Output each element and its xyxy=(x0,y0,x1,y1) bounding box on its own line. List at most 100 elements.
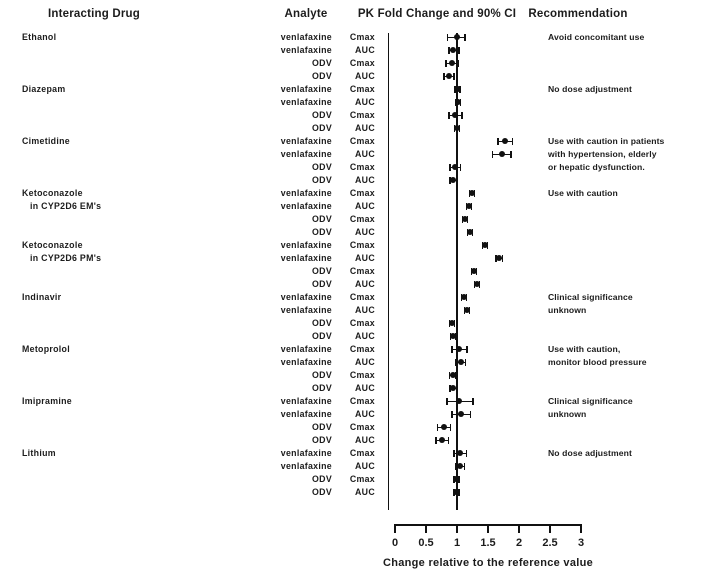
recommendation-line: No dose adjustment xyxy=(548,448,632,458)
data-point-marker xyxy=(496,255,503,262)
column-header-analyte: Analyte xyxy=(284,8,328,20)
data-point-marker xyxy=(453,476,460,483)
data-point-marker xyxy=(452,112,459,119)
pk-measure-label: Cmax xyxy=(349,84,375,94)
data-point-marker xyxy=(450,385,457,392)
ci-cap-left xyxy=(437,424,439,431)
forest-row: venlafaxine AUC xyxy=(0,304,718,317)
forest-row: venlafaxine AUC xyxy=(0,356,718,369)
recommendation-text: Avoid concomitant use xyxy=(548,31,716,44)
analyte-label: venlafaxine xyxy=(280,344,332,354)
analyte-label: ODV xyxy=(312,370,332,380)
data-point-marker xyxy=(455,398,462,405)
ci-cap-left xyxy=(455,463,457,470)
ci-cap-right xyxy=(469,411,472,418)
forest-row: Imipramine venlafaxine Cmax xyxy=(0,395,718,408)
recommendation-line: unknown xyxy=(548,409,587,419)
ci-cap-left xyxy=(448,47,450,54)
analyte-label: venlafaxine xyxy=(280,448,332,458)
x-axis-title: Change relative to the reference value xyxy=(382,557,594,569)
reference-line-at-1 xyxy=(456,33,458,510)
recommendation-line: or hepatic dysfunction. xyxy=(548,162,645,172)
x-axis-tick xyxy=(580,524,582,533)
pk-measure-label: Cmax xyxy=(349,266,375,276)
analyte-label: ODV xyxy=(312,162,332,172)
analyte-label: venlafaxine xyxy=(280,201,332,211)
data-point-marker xyxy=(449,372,456,379)
data-point-marker xyxy=(454,34,460,41)
forest-row: ODV AUC xyxy=(0,278,718,291)
ci-cap-right xyxy=(510,151,512,158)
pk-measure-label: Cmax xyxy=(349,110,375,120)
ci-cap-right xyxy=(453,73,455,80)
pk-measure-label: AUC xyxy=(355,71,375,81)
ci-cap-left xyxy=(451,346,453,353)
drug-name-label: Cimetidine xyxy=(22,136,70,146)
data-point-marker xyxy=(481,242,488,249)
ci-cap-right xyxy=(501,255,503,262)
forest-row: in CYP2D6 PM's venlafaxine AUC xyxy=(0,252,718,265)
forest-plot-rows: Ethanol venlafaxine Cmax venlafaxine AUC ODV C… xyxy=(0,31,718,499)
analyte-label: ODV xyxy=(312,435,332,445)
analyte-label: ODV xyxy=(312,175,332,185)
data-point-marker xyxy=(445,73,452,80)
ci-cap-left xyxy=(451,411,453,418)
ci-cap-right xyxy=(450,424,452,431)
forest-row: venlafaxine AUC xyxy=(0,96,718,109)
drug-name-label: Diazepam xyxy=(22,84,66,94)
column-header-interacting-drug: Interacting Drug xyxy=(47,8,140,20)
forest-row: ODV AUC xyxy=(0,174,718,187)
pk-measure-label: Cmax xyxy=(349,344,375,354)
recommendation-line: with hypertension, elderly xyxy=(548,149,657,159)
analyte-label: venlafaxine xyxy=(280,188,332,198)
data-point-marker xyxy=(467,229,474,236)
ci-cap-left xyxy=(495,255,497,262)
ci-cap-right xyxy=(464,34,466,41)
pk-measure-label: Cmax xyxy=(349,32,375,42)
data-point-marker xyxy=(454,125,460,132)
forest-row: ODV Cmax xyxy=(0,369,718,382)
analyte-label: ODV xyxy=(312,71,332,81)
forest-row: ODV AUC xyxy=(0,70,718,83)
forest-row: Metoprolol venlafaxine Cmax xyxy=(0,343,718,356)
recommendation-line: Clinical significance xyxy=(548,292,633,302)
ci-cap-left xyxy=(449,177,451,184)
analyte-label: ODV xyxy=(312,474,332,484)
pk-measure-label: AUC xyxy=(355,45,375,55)
data-point-marker xyxy=(501,138,508,145)
ci-cap-left xyxy=(497,138,499,145)
forest-row: Indinavir venlafaxine Cmax xyxy=(0,291,718,304)
pk-measure-label: AUC xyxy=(355,305,375,315)
analyte-label: ODV xyxy=(312,383,332,393)
ci-cap-right xyxy=(466,346,468,353)
ci-cap-right xyxy=(455,385,458,392)
data-point-marker xyxy=(455,99,462,106)
ci-cap-left xyxy=(435,437,437,444)
pk-measure-label: Cmax xyxy=(349,136,375,146)
drug-name-label: Metoprolol xyxy=(22,344,70,354)
x-axis-tick-label: 1.5 xyxy=(480,537,496,549)
analyte-label: venlafaxine xyxy=(280,136,332,146)
x-axis-tick xyxy=(487,524,489,533)
ci-cap-right xyxy=(465,450,467,457)
analyte-label: venlafaxine xyxy=(280,253,332,263)
ci-cap-left xyxy=(448,112,450,119)
data-point-marker xyxy=(449,320,456,327)
ci-cap-left xyxy=(449,385,451,392)
pk-measure-label: Cmax xyxy=(349,240,375,250)
pk-measure-label: AUC xyxy=(355,409,375,419)
analyte-label: ODV xyxy=(312,214,332,224)
drug-name-label: Ethanol xyxy=(22,32,57,42)
x-axis-tick-label: 1 xyxy=(453,537,461,549)
pk-measure-label: AUC xyxy=(355,487,375,497)
x-axis-tick xyxy=(456,524,458,533)
pk-measure-label: AUC xyxy=(355,97,375,107)
drug-name-label: Indinavir xyxy=(22,292,62,302)
recommendation-text: Clinical significance unknown xyxy=(548,291,716,317)
x-axis-tick-label: 0 xyxy=(391,537,399,549)
recommendation-line: No dose adjustment xyxy=(548,84,632,94)
forest-row: in CYP2D6 EM's venlafaxine AUC xyxy=(0,200,718,213)
forest-row: ODV Cmax xyxy=(0,421,718,434)
analyte-label: venlafaxine xyxy=(280,240,332,250)
data-point-marker xyxy=(457,411,464,418)
